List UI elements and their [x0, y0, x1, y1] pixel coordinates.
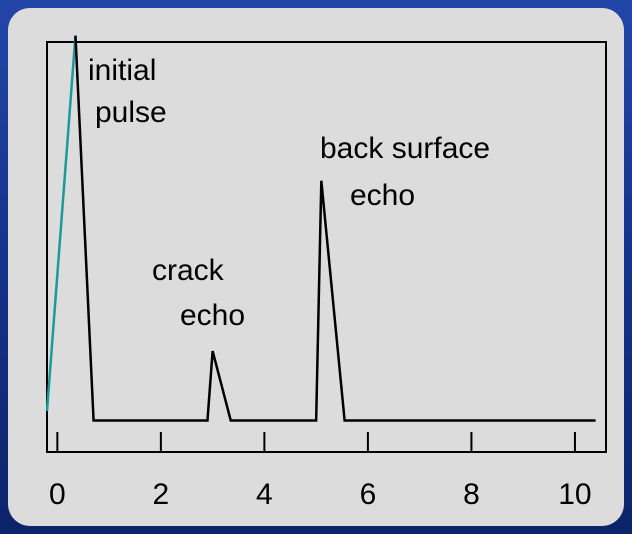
- x-tick-label: 2: [153, 478, 170, 511]
- x-tick-label: 8: [463, 478, 480, 511]
- annotation: initial: [88, 54, 156, 87]
- annotation: echo: [350, 179, 415, 212]
- plot-frame: [46, 41, 607, 453]
- annotation: crack: [152, 254, 225, 287]
- annotation: echo: [180, 299, 245, 332]
- panel: [8, 8, 624, 526]
- series-line: [74, 35, 596, 422]
- annotation: back surface: [320, 132, 490, 165]
- x-tick-label: 6: [360, 478, 377, 511]
- annotation: pulse: [95, 96, 167, 129]
- x-tick-label: 10: [558, 478, 591, 511]
- series-line: [45, 35, 77, 412]
- x-tick-label: 0: [49, 478, 66, 511]
- x-tick-label: 4: [256, 478, 273, 511]
